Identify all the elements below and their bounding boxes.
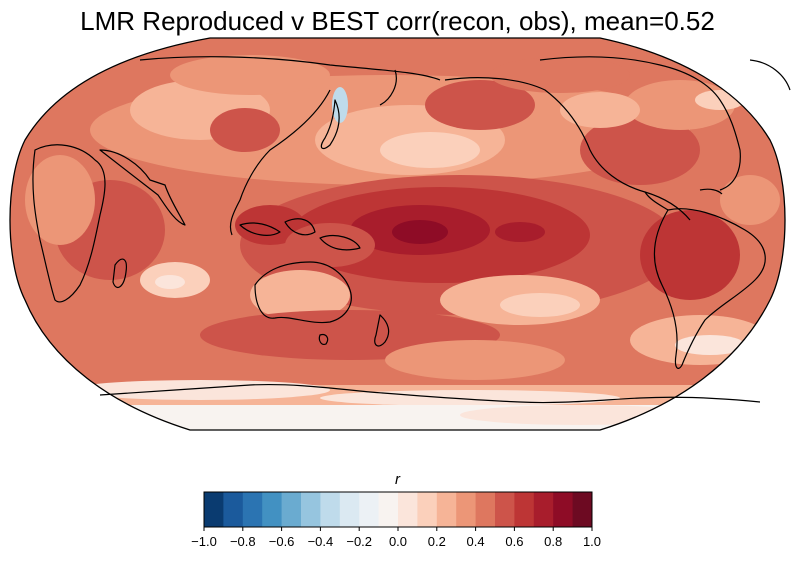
colorbar-cell (339, 492, 360, 527)
correlation-field (10, 38, 785, 430)
colorbar-cell (533, 492, 554, 527)
colorbar-cell (223, 492, 244, 527)
colorbar-tick-label: 0.0 (389, 534, 407, 549)
colorbar-tick-label: −0.6 (269, 534, 295, 549)
colorbar-cell (301, 492, 321, 527)
colorbar-tick-label: −1.0 (191, 534, 217, 549)
colorbar-tick-label: 0.6 (505, 534, 523, 549)
colorbar-cell (398, 492, 418, 527)
colorbar-cell (572, 492, 593, 527)
colorbar-cells (204, 492, 593, 527)
correlation-map (9, 37, 791, 431)
colorbar-tick-label: 0.4 (467, 534, 485, 549)
colorbar-tick-label: −0.8 (230, 534, 256, 549)
colorbar-tick-label: −0.2 (346, 534, 372, 549)
colorbar-tick-label: 1.0 (583, 534, 601, 549)
colorbar-cell (495, 492, 515, 527)
colorbar-cell (378, 492, 399, 527)
colorbar-cell (281, 492, 302, 527)
colorbar-cell (204, 492, 224, 527)
colorbar-cell (242, 492, 263, 527)
colorbar-cell (456, 492, 476, 527)
globe-outline (9, 37, 786, 431)
colorbar-cell (262, 492, 282, 527)
colorbar-label: r (395, 471, 400, 488)
colorbar-cell (417, 492, 438, 527)
coastlines (32, 56, 791, 404)
colorbar-cell (514, 492, 535, 527)
colorbar-cell (553, 492, 573, 527)
colorbar-tick-label: 0.2 (428, 534, 446, 549)
colorbar: −1.0 −0.8 −0.6 −0.4 −0.2 0.0 0.2 0.4 0.6 0.8 1.0 (191, 491, 601, 549)
colorbar-ticks: −1.0 −0.8 −0.6 −0.4 −0.2 0.0 0.2 0.4 0.6 0.8 1.0 (191, 527, 601, 549)
map-title: LMR Reproduced v BEST corr(recon, obs), … (80, 6, 715, 36)
colorbar-cell (359, 492, 379, 527)
colorbar-tick-label: 0.8 (544, 534, 562, 549)
colorbar-cell (475, 492, 496, 527)
colorbar-cell (320, 492, 341, 527)
colorbar-cell (436, 492, 457, 527)
colorbar-tick-label: −0.4 (308, 534, 334, 549)
